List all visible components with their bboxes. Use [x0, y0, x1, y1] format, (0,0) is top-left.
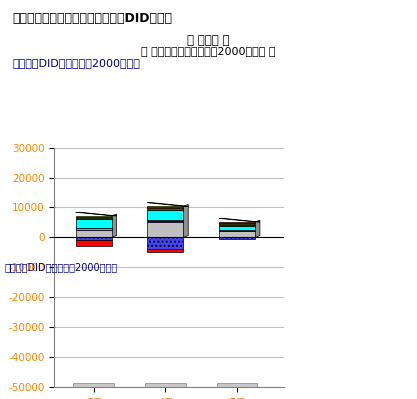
Bar — [219, 225, 255, 226]
Bar — [219, 223, 255, 224]
Bar — [73, 383, 114, 387]
Bar — [219, 231, 255, 237]
Bar — [145, 383, 186, 387]
Polygon shape — [111, 214, 117, 237]
Polygon shape — [76, 212, 117, 216]
Bar — [76, 217, 111, 218]
Bar — [76, 216, 111, 217]
Bar — [219, 237, 255, 239]
Bar — [216, 383, 257, 387]
Bar — [147, 208, 183, 209]
Bar — [76, 228, 111, 230]
Polygon shape — [183, 205, 188, 237]
Bar — [147, 207, 183, 208]
Polygon shape — [219, 218, 260, 222]
Bar — [147, 249, 183, 252]
Text: 東日本大震災後の費目別家計支出DID変化額: 東日本大震災後の費目別家計支出DID変化額 — [13, 12, 173, 25]
Text: （ 総務省家計調査月報・2000年実質 ）: （ 総務省家計調査月報・2000年実質 ） — [141, 46, 276, 56]
Bar — [76, 230, 111, 237]
Bar — [219, 222, 255, 223]
Polygon shape — [255, 220, 260, 237]
Bar — [76, 218, 111, 219]
Polygon shape — [147, 203, 188, 206]
Bar — [76, 219, 111, 228]
Bar — [219, 224, 255, 225]
Bar — [147, 206, 183, 207]
Bar — [147, 237, 183, 249]
Bar — [147, 209, 183, 220]
Bar — [219, 226, 255, 230]
Text: 例年とのDID支出額差￥2000年実質: 例年とのDID支出額差￥2000年実質 — [4, 262, 118, 273]
Text: 例年とのDID支出額差￥2000年実質: 例年とのDID支出額差￥2000年実質 — [13, 58, 141, 68]
Bar — [147, 220, 183, 221]
Bar — [76, 240, 111, 247]
Bar — [76, 237, 111, 240]
Text: ［ 他地域 ］: ［ 他地域 ］ — [187, 34, 230, 47]
Bar — [147, 221, 183, 223]
Bar — [147, 223, 183, 237]
